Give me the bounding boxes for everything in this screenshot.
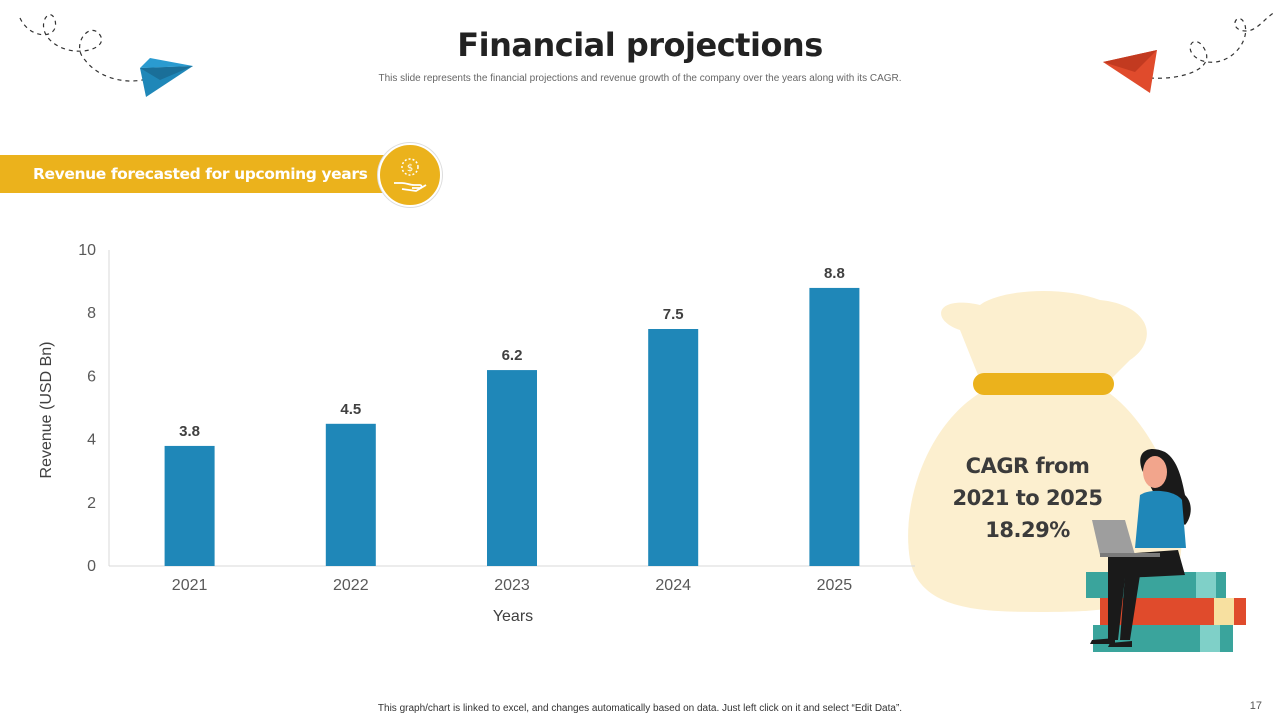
paper-plane-red-icon <box>1103 50 1157 93</box>
section-banner-label: Revenue forecasted for upcoming years <box>33 165 368 183</box>
dashed-trail-right <box>1149 11 1276 79</box>
data-label-2023: 6.2 <box>502 347 523 364</box>
cagr-callout-line1: CAGR from <box>965 454 1090 478</box>
x-tick-label-2022: 2022 <box>333 577 369 594</box>
money-bag-tie <box>973 373 1114 395</box>
x-tick-label-2021: 2021 <box>172 577 208 594</box>
bar-2022 <box>325 423 376 566</box>
y-tick-label: 2 <box>87 495 96 512</box>
data-labels: 3.8 4.5 6.2 7.5 8.8 <box>179 265 845 440</box>
page-number: 17 <box>1249 700 1262 712</box>
x-axis-title: Years <box>493 608 533 625</box>
money-hand-icon: $ <box>378 143 442 207</box>
data-label-2024: 7.5 <box>663 306 684 323</box>
y-tick-label: 6 <box>87 368 96 385</box>
footer-note: This graph/chart is linked to excel, and… <box>377 703 903 714</box>
x-axis: 2021 2022 2023 2024 2025 <box>109 565 915 594</box>
y-tick-label: 0 <box>87 558 96 575</box>
woman-with-laptop-icon <box>1090 449 1191 647</box>
svg-text:$: $ <box>407 163 413 174</box>
cagr-callout-line2: 2021 to 2025 <box>952 486 1103 510</box>
section-banner <box>0 155 400 193</box>
bar-2025 <box>809 287 860 566</box>
x-tick-label-2024: 2024 <box>655 577 691 594</box>
data-label-2021: 3.8 <box>179 423 200 440</box>
y-tick-label: 8 <box>87 305 96 322</box>
x-tick-label-2023: 2023 <box>494 577 530 594</box>
y-tick-label: 10 <box>78 242 96 259</box>
bar-2024 <box>648 329 699 566</box>
paper-plane-blue-icon <box>140 58 193 97</box>
y-axis-title: Revenue (USD Bn) <box>38 342 55 479</box>
cagr-callout-line3: 18.29% <box>985 518 1070 542</box>
page-title: Financial projections <box>457 26 823 64</box>
x-tick-label-2025: 2025 <box>817 577 853 594</box>
bar-2023 <box>487 370 537 566</box>
bar-series <box>164 287 860 566</box>
y-axis: 0 2 4 6 8 10 <box>78 242 110 575</box>
y-tick-label: 4 <box>87 432 96 449</box>
data-label-2022: 4.5 <box>340 401 361 418</box>
money-bag <box>941 290 1147 380</box>
page-subtitle: This slide represents the financial proj… <box>378 73 902 84</box>
data-label-2025: 8.8 <box>824 265 845 282</box>
cagr-callout: CAGR from 2021 to 2025 18.29% <box>930 450 1125 546</box>
bar-2021 <box>164 445 215 566</box>
